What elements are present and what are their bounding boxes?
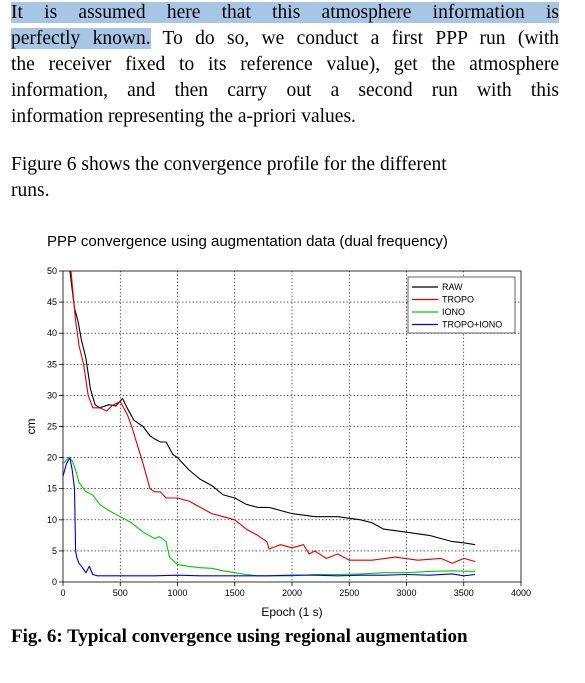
y-tick-label: 45 (47, 297, 57, 307)
x-tick-label: 1000 (167, 588, 187, 598)
y-tick-label: 25 (47, 422, 57, 432)
x-tick-label: 2000 (282, 588, 302, 598)
text-line: Figure 6 shows the convergence profile f… (11, 154, 447, 175)
y-tick-label: 30 (47, 390, 57, 400)
highlighted-text: perfectly known. (11, 28, 151, 49)
y-tick-label: 5 (52, 546, 57, 556)
x-axis-label: Epoch (1 s) (261, 605, 322, 619)
y-tick-label: 35 (47, 359, 57, 369)
series-line-tropo (70, 271, 476, 564)
y-tick-label: 40 (47, 328, 57, 338)
x-tick-label: 1500 (225, 588, 245, 598)
series-line-iono (63, 457, 476, 577)
y-tick-label: 20 (47, 453, 57, 463)
legend-label: IONO (442, 307, 465, 317)
x-tick-label: 2500 (339, 588, 359, 598)
convergence-chart: 0 500 1000 1500 2000 2500 3000 3500 4000 0 5 10 15 20… (24, 266, 531, 619)
x-tick-label: 4000 (511, 588, 531, 598)
text-line: information, and then carry out a second… (11, 80, 559, 101)
figure-caption: Fig. 6: Typical convergence using region… (11, 626, 468, 647)
x-tick-label: 500 (113, 588, 128, 598)
legend-label: TROPO (442, 295, 474, 305)
y-tick-label: 0 (52, 577, 57, 587)
paragraph-figure-reference: Figure 6 shows the convergence profile f… (11, 152, 559, 204)
y-tick-label: 15 (47, 484, 57, 494)
text-line: runs. (11, 180, 50, 201)
text-line: It is assumed here that this atmosphere … (11, 0, 559, 26)
highlighted-text: It is assumed here that this atmosphere … (11, 2, 559, 23)
legend-label: TROPO+IONO (442, 320, 502, 330)
text-line: perfectly known. To do so, we conduct a … (11, 26, 559, 52)
x-tick-label: 3500 (454, 588, 474, 598)
text-line: the receiver fixed to its reference valu… (11, 54, 559, 75)
legend-box (407, 276, 516, 334)
y-tick-label: 50 (47, 266, 57, 276)
text-line: information representing the a-priori va… (11, 106, 356, 127)
chart-title: PPP convergence using augmentation data … (47, 233, 448, 250)
x-tick-label: 0 (60, 588, 65, 598)
legend-label: RAW (442, 282, 463, 292)
series-line-raw (69, 271, 476, 546)
series-line-tropo-iono (63, 457, 476, 577)
y-axis-label: cm (24, 419, 38, 435)
text-segment: To do so, we conduct a first PPP run (wi… (150, 28, 559, 49)
y-tick-label: 10 (47, 515, 57, 525)
paragraph-assumption: It is assumed here that this atmosphere … (11, 0, 559, 130)
x-tick-label: 3000 (396, 588, 416, 598)
